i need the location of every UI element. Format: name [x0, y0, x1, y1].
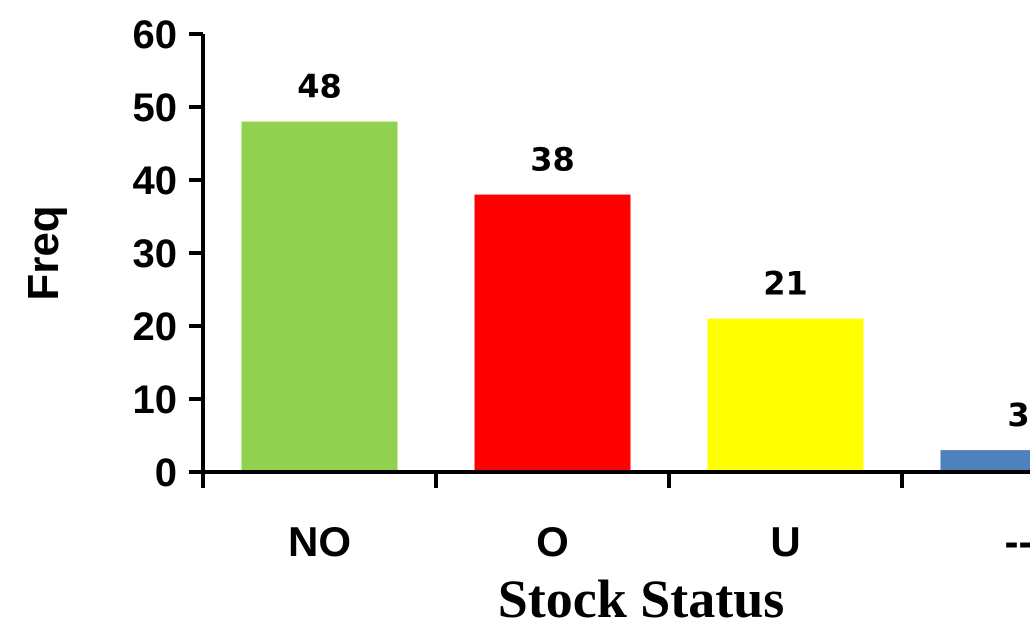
x-tick-label: O: [536, 518, 569, 565]
y-tick-label: 0: [155, 451, 177, 495]
bars-group: [241, 121, 1030, 472]
x-tick-label: --: [1005, 518, 1030, 565]
bar-dash: [940, 450, 1030, 472]
data-labels-group: 48 38 21 3: [297, 68, 1029, 435]
y-tick-label: 40: [133, 159, 178, 203]
x-ticks-group: NO O U --: [201, 472, 1030, 565]
y-tick-label: 60: [133, 13, 178, 57]
x-tick-label: U: [770, 518, 800, 565]
bar-o: [474, 194, 631, 472]
y-tick-label: 20: [133, 305, 178, 349]
x-axis-title: Stock Status: [498, 569, 785, 622]
y-tick-label: 30: [133, 232, 178, 276]
data-label: 21: [763, 265, 808, 303]
y-tick-label: 50: [133, 86, 178, 130]
data-label: 48: [297, 68, 342, 106]
bar-u: [707, 318, 864, 472]
y-ticks-group: 0 10 20 30 40 50 60: [133, 13, 203, 495]
data-label: 38: [530, 141, 575, 179]
bar-no: [241, 121, 398, 472]
x-tick-label: NO: [288, 518, 351, 565]
y-tick-label: 10: [133, 378, 178, 422]
y-axis-title: Freq: [19, 205, 68, 300]
data-label: 3: [1007, 396, 1029, 434]
